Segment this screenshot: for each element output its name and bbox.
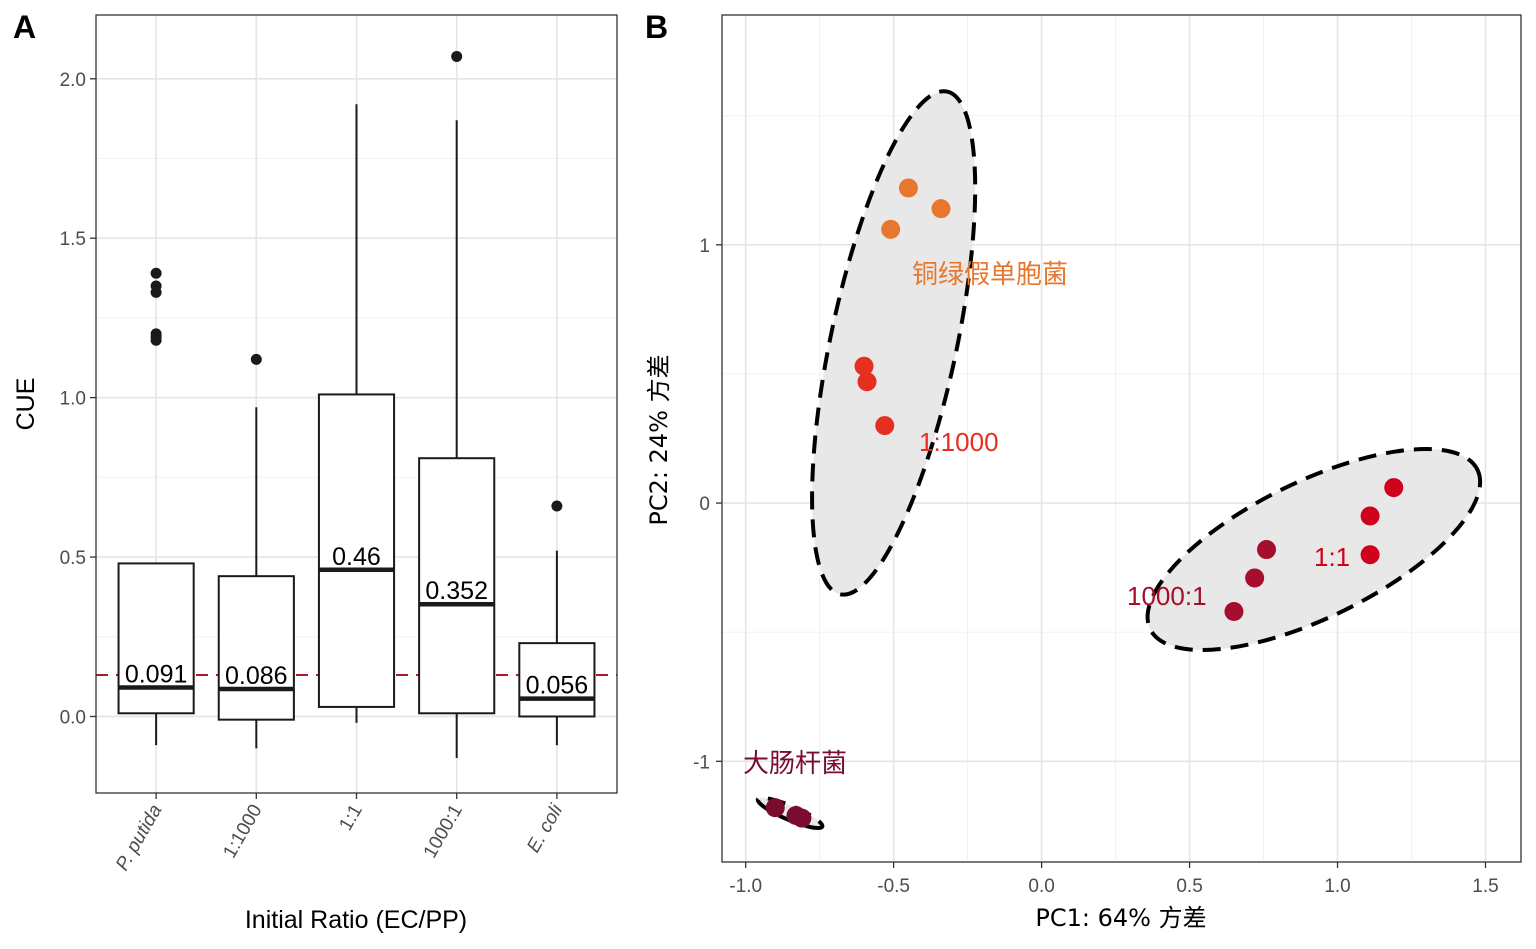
x-tick-label: 1:1 (335, 801, 366, 834)
box-1000-1 (418, 50, 496, 758)
data-point (1360, 545, 1380, 565)
panel-b-y-axis: -1 0 1 (693, 236, 722, 773)
panel-a-boxplot: A 0.091 0.086 0.46 0.352 0.056 0.0 0.5 1.0 1.5 2… (12, 9, 618, 934)
y-tick-label: 0.0 (60, 707, 86, 728)
data-point (1245, 568, 1265, 588)
median-label-p-putida: 0.091 (125, 660, 188, 688)
box-e-coli (518, 500, 596, 746)
panel-b-frame (721, 14, 1522, 863)
x-tick-label: 0.0 (1028, 876, 1054, 897)
panel-b-gridlines (722, 15, 1521, 862)
data-point (765, 798, 785, 818)
panel-a-letter: A (13, 9, 36, 45)
median-label-e-coli: 0.056 (526, 672, 589, 700)
panel-a-median-labels: 0.091 0.086 0.46 0.352 0.056 (125, 543, 588, 700)
panel-a-y-axis-title: CUE (12, 378, 40, 431)
data-point (1257, 540, 1277, 560)
outlier-point (150, 267, 162, 279)
outlier-point (551, 500, 563, 512)
data-point (875, 416, 895, 436)
data-point (898, 178, 918, 198)
label-1000-1: 1000:1 (1127, 581, 1207, 611)
series-4 (1224, 540, 1277, 622)
series-2 (854, 356, 895, 436)
x-tick-label: 1.5 (1472, 876, 1498, 897)
panel-b-y-axis-title: PC2: 24% 方差 (645, 354, 673, 525)
box-iqr (518, 642, 596, 718)
x-tick-label: P. putida (112, 801, 166, 874)
outlier-point (451, 50, 463, 62)
panel-a-x-axis: P. putida 1:1000 1:1 1000:1 E. coli (112, 793, 568, 874)
x-tick-label: 1.0 (1324, 876, 1350, 897)
box-p-putida (117, 267, 195, 746)
data-point (1224, 602, 1244, 622)
label-ecoli: 大肠杆菌 (743, 749, 847, 779)
x-tick-label: -1.0 (729, 876, 762, 897)
y-tick-label: 1.5 (60, 229, 86, 250)
y-tick-label: 0.5 (60, 548, 86, 569)
data-point (1360, 506, 1380, 526)
ellipse-1 (810, 89, 978, 597)
outlier-point (150, 286, 162, 298)
box-iqr (418, 457, 496, 715)
panel-b-x-axis-title: PC1: 64% 方差 (1035, 904, 1206, 932)
y-tick-label: 0 (699, 494, 710, 515)
x-tick-label: 0.5 (1176, 876, 1202, 897)
y-tick-label: 1.0 (60, 389, 86, 410)
y-tick-label: 1 (699, 236, 710, 257)
y-tick-label: 2.0 (60, 70, 86, 91)
panel-a-x-axis-title: Initial Ratio (EC/PP) (245, 906, 467, 934)
series-1 (881, 178, 951, 239)
series-5 (765, 798, 812, 828)
panel-a-boxes (117, 50, 596, 758)
data-point (881, 219, 901, 239)
label-1-1: 1:1 (1314, 542, 1350, 572)
series-3 (1360, 478, 1404, 565)
panel-b-points (765, 178, 1404, 828)
data-point (854, 356, 874, 376)
x-tick-label: 1:1000 (219, 801, 266, 862)
data-point (931, 199, 951, 219)
box-1-1 (317, 104, 396, 723)
outlier-point (250, 353, 262, 365)
x-tick-label: -0.5 (877, 876, 910, 897)
box-1-1000 (217, 353, 295, 749)
x-tick-label: E. coli (523, 800, 567, 856)
x-tick-label: 1000:1 (420, 801, 467, 862)
label-1-1000: 1:1000 (919, 427, 999, 457)
box-iqr (317, 393, 396, 708)
data-point (857, 372, 877, 392)
panel-b-letter: B (645, 9, 668, 45)
median-label-1-1: 0.46 (332, 543, 381, 571)
data-point (1384, 478, 1404, 498)
median-label-1000-1: 0.352 (425, 577, 488, 605)
ellipse-2 (1145, 447, 1483, 653)
outlier-point (150, 334, 162, 346)
panel-b-ellipses (755, 89, 1483, 831)
box-iqr (217, 575, 295, 721)
median-label-1-1000: 0.086 (225, 662, 288, 690)
box-iqr (117, 562, 195, 715)
panel-a-y-axis: 0.0 0.5 1.0 1.5 2.0 (60, 70, 96, 728)
panel-b-x-axis: -1.0 -0.5 0.0 0.5 1.0 1.5 (729, 862, 1499, 897)
y-tick-label: -1 (693, 752, 710, 773)
data-point (792, 808, 812, 828)
label-pseudomonas: 铜绿假单胞菌 (912, 260, 1068, 290)
panel-b-pca: B -1 0 1 -1.0 -0.5 0.0 0.5 1.0 1.5 铜绿假单胞菌 1:100… (645, 9, 1522, 932)
